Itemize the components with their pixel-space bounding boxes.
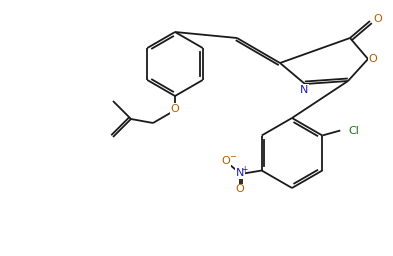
Text: N: N xyxy=(235,168,244,178)
Text: Cl: Cl xyxy=(348,125,359,135)
Text: O: O xyxy=(369,54,377,64)
Text: O: O xyxy=(221,156,230,166)
Text: +: + xyxy=(242,165,248,174)
Text: O: O xyxy=(171,104,179,114)
Text: N: N xyxy=(300,85,308,95)
Text: O: O xyxy=(235,185,244,195)
Text: −: − xyxy=(229,152,236,161)
Text: O: O xyxy=(374,14,382,24)
